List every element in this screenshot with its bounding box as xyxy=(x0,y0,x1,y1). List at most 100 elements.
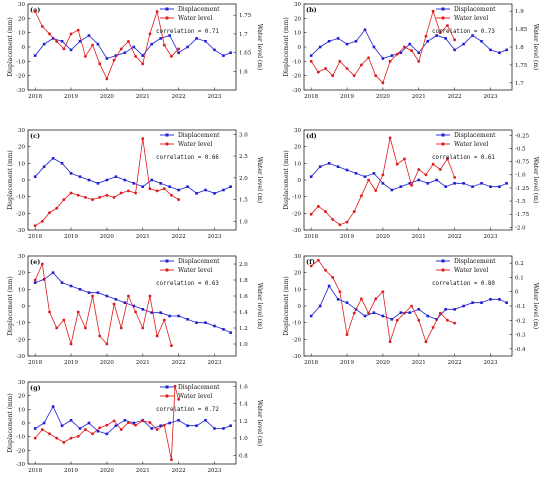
data-point xyxy=(399,311,403,314)
y-tick-label: -30 xyxy=(16,228,25,234)
y2-tick-label: 1.85 xyxy=(515,27,528,33)
data-point xyxy=(213,427,216,430)
data-point xyxy=(316,204,320,208)
legend: Displacement Water level xyxy=(436,132,496,148)
legend-marker xyxy=(165,7,169,11)
data-point xyxy=(195,192,198,195)
data-point xyxy=(159,424,162,428)
data-point xyxy=(33,224,37,228)
data-point xyxy=(367,311,370,315)
data-point xyxy=(480,301,483,304)
data-point xyxy=(438,168,442,171)
data-point xyxy=(316,70,320,74)
y-tick-label: 20 xyxy=(294,145,301,151)
data-point xyxy=(55,326,59,330)
data-point xyxy=(76,434,80,438)
correlation-annotation: correlation = 0.80 xyxy=(432,281,495,287)
y2-tick-label: 1.75 xyxy=(515,63,528,69)
data-point xyxy=(453,321,457,325)
data-point xyxy=(114,54,118,57)
data-point xyxy=(480,182,483,185)
y-tick-label: -20 xyxy=(292,337,301,343)
data-point xyxy=(327,162,331,165)
data-point xyxy=(462,182,465,185)
data-point xyxy=(229,51,232,55)
data-point xyxy=(91,43,94,47)
data-point xyxy=(98,426,102,430)
data-point xyxy=(51,157,55,160)
y2-axis-label: Water level (m) xyxy=(256,400,263,447)
data-point xyxy=(155,334,159,338)
y-axis-label: Displacement (mm) xyxy=(7,150,14,210)
data-point xyxy=(148,32,152,36)
legend-label: Displacement xyxy=(178,132,220,139)
panel-label: (b) xyxy=(306,6,317,14)
data-point xyxy=(114,298,118,301)
y-tick-label: 30 xyxy=(18,128,25,134)
chart-panel: -30 -20 -10 0 10 20 30 1.7 1.75 1.8 1.85 1.9 2018 201… xyxy=(283,2,539,100)
data-point xyxy=(489,298,492,301)
data-point xyxy=(309,314,313,318)
legend-label: Displacement xyxy=(454,132,496,139)
data-point xyxy=(40,219,44,223)
x-tick-label: 2020 xyxy=(376,360,390,366)
data-point xyxy=(338,290,342,294)
y-tick-label: 30 xyxy=(18,254,25,260)
legend-label: Displacement xyxy=(454,258,496,265)
data-point xyxy=(141,62,145,66)
data-point xyxy=(168,314,171,318)
x-tick-label: 2023 xyxy=(483,94,497,100)
data-point xyxy=(105,77,109,81)
data-point xyxy=(96,291,100,294)
data-point xyxy=(78,39,82,43)
y2-tick-label: -1.75 xyxy=(515,212,530,218)
data-point xyxy=(186,318,189,321)
data-point xyxy=(62,318,66,322)
legend-label: Displacement xyxy=(178,258,220,265)
x-tick-label: 2020 xyxy=(376,94,390,100)
data-point xyxy=(359,194,363,198)
data-point xyxy=(363,314,367,318)
data-point xyxy=(388,59,392,63)
data-point xyxy=(78,288,82,291)
data-point xyxy=(155,428,159,431)
data-point xyxy=(55,436,59,440)
data-point xyxy=(390,188,394,192)
y-tick-label: -10 xyxy=(16,435,25,441)
legend: Displacement Water level xyxy=(436,258,496,274)
x-tick-label: 2022 xyxy=(448,360,462,366)
data-point xyxy=(33,281,37,284)
data-point xyxy=(42,42,46,46)
x-tick-label: 2018 xyxy=(28,360,42,366)
data-point xyxy=(173,384,177,388)
y-tick-label: -10 xyxy=(16,321,25,327)
y2-tick-label: -0.75 xyxy=(515,160,530,166)
data-point xyxy=(112,419,116,423)
data-point xyxy=(204,418,207,422)
data-point xyxy=(98,195,102,199)
data-point xyxy=(60,39,64,43)
x-tick-label: 2021 xyxy=(136,94,150,100)
chart-panel: -30 -20 -10 0 10 20 30 1.0 1.2 1.4 1.6 1.8 2.0 2018 20… xyxy=(7,254,263,366)
data-point xyxy=(119,428,123,431)
x-tick-label: 2021 xyxy=(136,360,150,366)
data-point xyxy=(141,326,145,330)
data-point xyxy=(372,45,376,49)
y-tick-label: 20 xyxy=(18,394,25,400)
series-line-water-level xyxy=(34,386,179,460)
data-point xyxy=(123,178,127,182)
data-point xyxy=(324,268,327,272)
data-point xyxy=(431,9,435,13)
data-point xyxy=(435,34,438,37)
data-point xyxy=(40,428,44,431)
panel-label: (a) xyxy=(30,6,40,14)
x-tick-label: 2020 xyxy=(100,360,114,366)
data-point xyxy=(127,39,130,43)
data-point xyxy=(141,308,145,311)
data-point xyxy=(55,206,59,210)
data-point xyxy=(155,189,159,193)
y-axis-label: Displacement (mm) xyxy=(283,150,290,210)
data-point xyxy=(453,48,456,52)
data-point xyxy=(132,182,136,185)
